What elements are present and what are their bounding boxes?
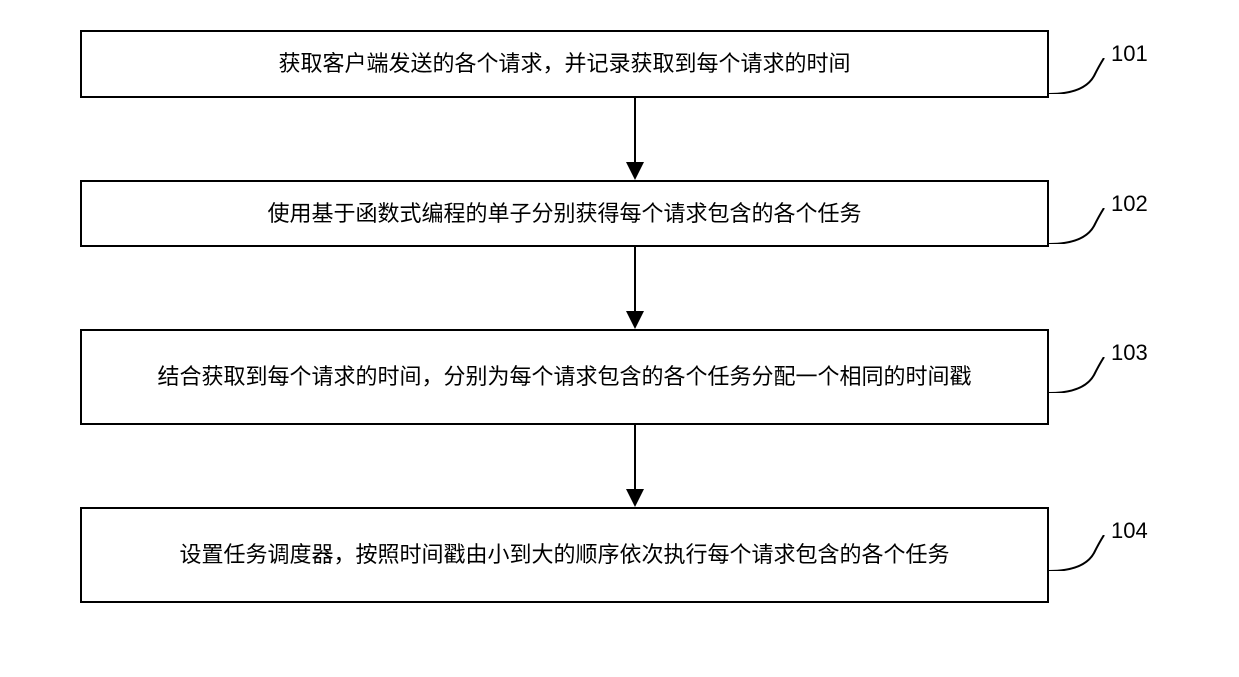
- arrow-down-icon: [615, 98, 655, 180]
- step-row-2: 使用基于函数式编程的单子分别获得每个请求包含的各个任务 102: [50, 180, 1189, 248]
- step-label-1: 101: [1111, 41, 1148, 67]
- step-row-4: 设置任务调度器，按照时间戳由小到大的顺序依次执行每个请求包含的各个任务 104: [50, 507, 1189, 603]
- step-row-3: 结合获取到每个请求的时间，分别为每个请求包含的各个任务分配一个相同的时间戳 10…: [50, 329, 1189, 425]
- connector-icon-1: [1049, 58, 1109, 94]
- arrow-down-icon: [615, 425, 655, 507]
- step-text-4: 设置任务调度器，按照时间戳由小到大的顺序依次执行每个请求包含的各个任务: [179, 535, 949, 575]
- connector-icon-2: [1049, 208, 1109, 244]
- connector-icon-3: [1049, 357, 1109, 393]
- arrow-down-icon: [615, 247, 655, 329]
- step-box-1: 获取客户端发送的各个请求，并记录获取到每个请求的时间: [80, 30, 1049, 98]
- step-label-4: 104: [1111, 518, 1148, 544]
- flowchart-container: 获取客户端发送的各个请求，并记录获取到每个请求的时间 101 使用基于函数式编程…: [50, 30, 1189, 603]
- arrow-3: [115, 425, 1155, 507]
- step-text-2: 使用基于函数式编程的单子分别获得每个请求包含的各个任务: [267, 194, 861, 234]
- step-box-2: 使用基于函数式编程的单子分别获得每个请求包含的各个任务: [80, 180, 1049, 248]
- step-box-4: 设置任务调度器，按照时间戳由小到大的顺序依次执行每个请求包含的各个任务: [80, 507, 1049, 603]
- step-row-1: 获取客户端发送的各个请求，并记录获取到每个请求的时间 101: [50, 30, 1189, 98]
- connector-icon-4: [1049, 535, 1109, 571]
- step-text-3: 结合获取到每个请求的时间，分别为每个请求包含的各个任务分配一个相同的时间戳: [157, 357, 971, 397]
- step-text-1: 获取客户端发送的各个请求，并记录获取到每个请求的时间: [278, 44, 850, 84]
- arrow-1: [115, 98, 1155, 180]
- step-box-3: 结合获取到每个请求的时间，分别为每个请求包含的各个任务分配一个相同的时间戳: [80, 329, 1049, 425]
- step-label-3: 103: [1111, 340, 1148, 366]
- step-label-2: 102: [1111, 191, 1148, 217]
- arrow-2: [115, 247, 1155, 329]
